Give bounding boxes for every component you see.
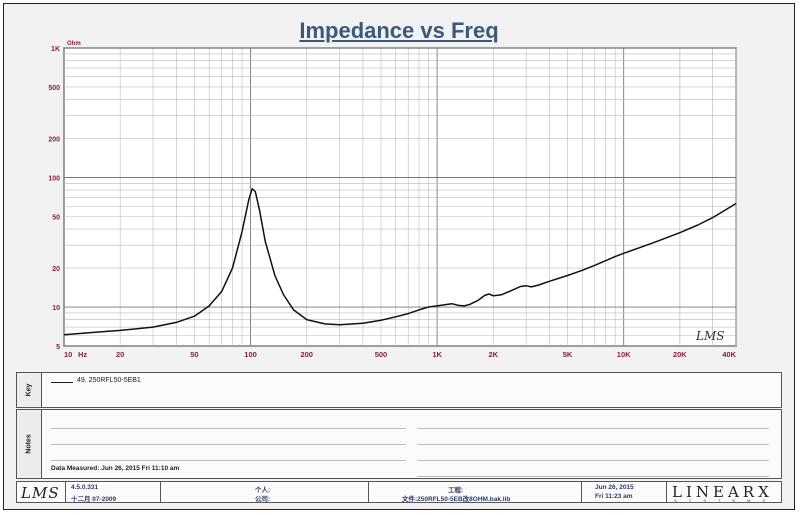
version-date-text: 十二月 07-2009 (71, 496, 117, 503)
note-line (417, 476, 769, 477)
footer-file-cell: 工程: 文件:250RFL50-5EB改8OHM.bak.lib (368, 482, 582, 503)
legend-side-label: Key (25, 383, 33, 397)
y-tick-label: 100 (48, 176, 60, 183)
legend-series-line (51, 382, 73, 383)
x-tick-label: 10K (617, 350, 631, 359)
plot-area (63, 47, 737, 347)
lms-watermark-logo: LMS (695, 329, 724, 343)
linearx-sub-logo: SYSTEMS (674, 498, 778, 503)
time-text: Fri 11:23 am (595, 493, 633, 500)
version-text: 4.5.0.331 (71, 484, 99, 491)
y-tick-label: 10 (52, 305, 60, 312)
lms-logo: LMS (21, 484, 60, 502)
x-tick-label: 20K (673, 350, 687, 359)
y-tick-label: 50 (52, 214, 60, 221)
impedance-series-line (63, 187, 737, 336)
x-unit-label: Hz (78, 350, 87, 359)
note-line (51, 460, 406, 461)
company-label: 公司: (255, 496, 271, 503)
footer-user-cell: 个人: 公司: (160, 482, 369, 503)
impedance-chart: 5 10 20 50 100 200 500 1K Ohm 10 20 50 100 200 500 1K 2K… (48, 41, 737, 359)
y-tick-label: 1K (51, 46, 60, 53)
x-tick-label: 1K (432, 350, 442, 359)
footer-date-cell: Jun 26, 2015 Fri 11:23 am (581, 482, 667, 502)
y-unit-label: Ohm (67, 41, 81, 47)
notes-side-label: Notes (25, 434, 33, 454)
note-line (417, 460, 769, 461)
legend-series-label: 49. 250RFL50-5EB1 (77, 377, 141, 384)
footer-bar: LMS 4.5.0.331 十二月 07-2009 个人: 公司: 工程: 文件… (16, 481, 782, 503)
data-measured-text: Data Measured: Jun 26, 2015 Fri 11:10 am (51, 465, 180, 472)
legend-panel: Key 49. 250RFL50-5EB1 (16, 372, 782, 408)
x-tick-label: 40K (722, 350, 736, 359)
notes-panel: Notes Data Measured: Jun 26, 2015 Fri 11… (16, 409, 782, 479)
date-text: Jun 26, 2015 (595, 484, 634, 491)
x-tick-label: 100 (244, 350, 257, 359)
x-tick-label: 5K (563, 350, 573, 359)
note-line (417, 428, 769, 429)
notes-side-tab: Notes (17, 410, 42, 478)
y-tick-label: 5 (56, 344, 60, 351)
note-line (51, 444, 406, 445)
x-tick-label: 500 (375, 350, 388, 359)
footer-logo-cell: LMS (17, 482, 66, 502)
legend-side-tab: Key (17, 373, 42, 407)
footer-version-cell: 4.5.0.331 十二月 07-2009 (65, 482, 161, 503)
y-tick-label: 200 (48, 137, 60, 144)
project-label: 工程: (448, 487, 464, 494)
x-tick-label: 20 (116, 350, 124, 359)
x-tick-label: 10 (64, 350, 72, 359)
chart-title: Impedance vs Freq (299, 18, 499, 43)
footer-brand-cell: LINEARX SYSTEMS (666, 482, 781, 503)
x-tick-label: 200 (300, 350, 313, 359)
linearx-logo: LINEARX (672, 483, 773, 501)
note-line (51, 428, 406, 429)
note-line (417, 444, 769, 445)
file-label: 文件:250RFL50-5EB改8OHM.bak.lib (402, 496, 511, 503)
y-tick-label: 500 (48, 85, 60, 92)
user-label: 个人: (255, 487, 271, 494)
y-tick-label: 20 (52, 266, 60, 273)
x-tick-label: 50 (190, 350, 198, 359)
x-tick-label: 2K (488, 350, 498, 359)
